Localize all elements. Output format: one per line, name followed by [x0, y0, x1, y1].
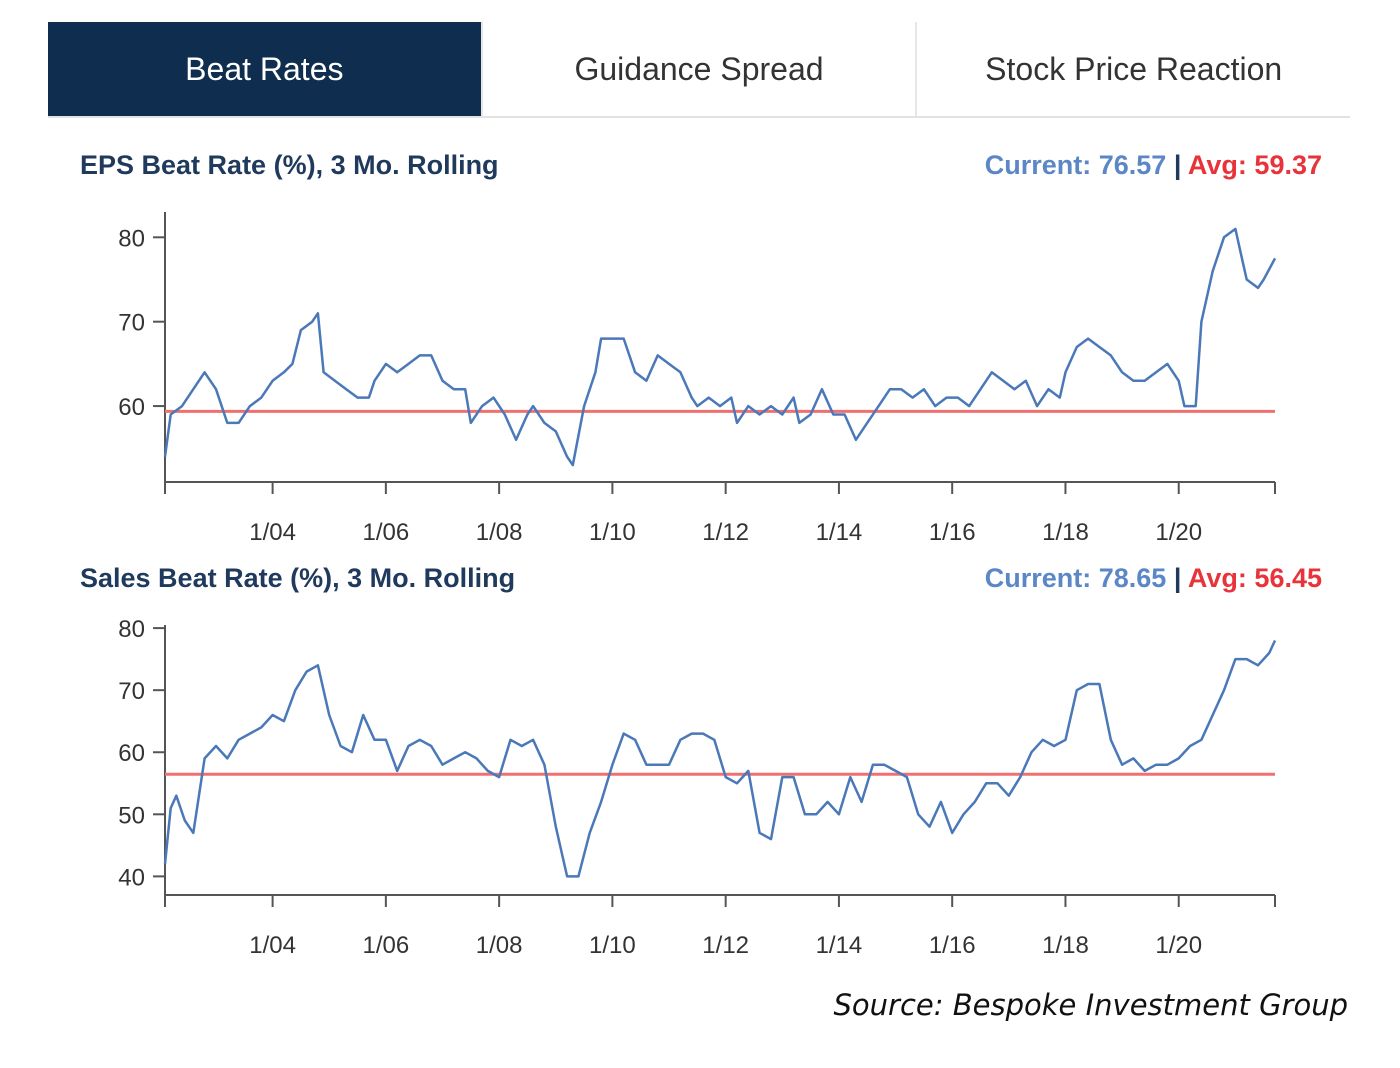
eps-readout: Current: 76.57 | Avg: 59.37: [985, 150, 1322, 181]
eps-x-tick-label: 1/18: [1042, 519, 1089, 546]
sales-x-tick-label: 1/14: [816, 932, 863, 959]
eps-beat-rate-line: [163, 227, 1277, 467]
source-credit: Source: Bespoke Investment Group: [833, 988, 1348, 1022]
tab-stock-price-reaction[interactable]: Stock Price Reaction: [915, 22, 1351, 116]
eps-x-tick-label: 1/04: [249, 519, 296, 546]
eps-y-tick-label: 70: [118, 310, 145, 337]
eps-y-tick-label: 60: [118, 394, 145, 421]
eps-current-value: 76.57: [1098, 150, 1167, 180]
eps-x-tick-label: 1/16: [929, 519, 976, 546]
sales-chart-title: Sales Beat Rate (%), 3 Mo. Rolling: [80, 563, 516, 593]
eps-x-tick-label: 1/20: [1155, 519, 1202, 546]
eps-y-tick-label: 80: [118, 225, 145, 252]
sales-x-tick-label: 1/16: [929, 932, 976, 959]
eps-chart-title: EPS Beat Rate (%), 3 Mo. Rolling: [80, 150, 499, 180]
eps-beat-rate-chart: 60 70 80 1/04 1/06 1/08 1/10 1/12 1/14 1/16 1/18 1/…: [118, 212, 1277, 546]
eps-avg-label: Avg:: [1187, 150, 1247, 180]
sales-x-tick-label: 1/04: [249, 932, 296, 959]
sales-beat-rate-line: [163, 639, 1277, 878]
sales-current-value: 78.65: [1098, 563, 1167, 593]
eps-separator: |: [1173, 150, 1182, 180]
eps-x-tick-label: 1/10: [589, 519, 636, 546]
sales-readout: Current: 78.65 | Avg: 56.45: [985, 563, 1322, 594]
sales-x-tick-label: 1/20: [1155, 932, 1202, 959]
sales-beat-rate-chart: 40 50 60 70 80 1/04 1/06 1/08 1/10 1/12 1/14 1/16 1/…: [118, 616, 1277, 959]
eps-x-tick-label: 1/06: [363, 519, 410, 546]
eps-current-label: Current:: [984, 150, 1092, 180]
eps-x-tick-label: 1/14: [816, 519, 863, 546]
sales-y-tick-label: 50: [118, 802, 145, 829]
sales-avg-value: 56.45: [1254, 563, 1322, 593]
sales-x-tick-label: 1/06: [363, 932, 410, 959]
sales-y-tick-label: 60: [118, 740, 145, 767]
tab-bar: Beat Rates Guidance Spread Stock Price R…: [48, 22, 1351, 118]
eps-avg-value: 59.37: [1254, 150, 1322, 180]
tab-beat-rates[interactable]: Beat Rates: [48, 22, 481, 116]
eps-x-tick-label: 1/12: [702, 519, 749, 546]
sales-y-tick-label: 40: [118, 864, 145, 891]
sales-x-tick-label: 1/18: [1042, 932, 1089, 959]
sales-separator: |: [1173, 563, 1182, 593]
sales-x-tick-label: 1/08: [476, 932, 523, 959]
eps-x-tick-label: 1/08: [476, 519, 523, 546]
sales-y-tick-label: 80: [118, 616, 145, 643]
sales-x-tick-label: 1/10: [589, 932, 636, 959]
sales-x-tick-label: 1/12: [702, 932, 749, 959]
sales-current-label: Current:: [984, 563, 1092, 593]
tab-guidance-spread[interactable]: Guidance Spread: [480, 22, 916, 116]
sales-avg-label: Avg:: [1187, 563, 1247, 593]
sales-y-tick-label: 70: [118, 678, 145, 705]
